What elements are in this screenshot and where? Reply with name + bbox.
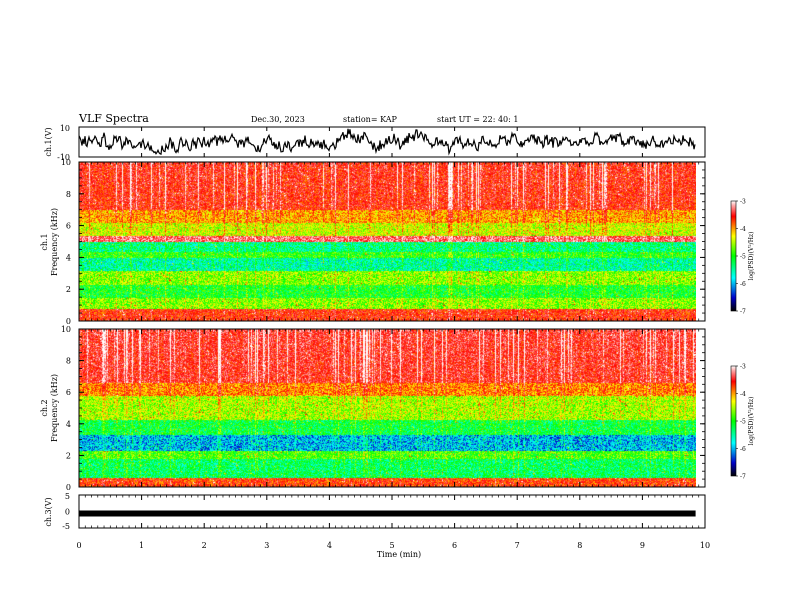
- ch2-colorbar: -3 -4 -5 -6 -7 log(PSD)(V²/Hz): [730, 364, 755, 481]
- ch3-waveform-ticks: 0: [65, 508, 70, 517]
- xtick-label: 10: [700, 541, 710, 550]
- xtick-label: 9: [640, 541, 645, 550]
- colorbar-label: log(PSD)(V²/Hz): [748, 397, 755, 446]
- colorbar-tick-label: -3: [740, 364, 746, 371]
- xtick-label: 3: [264, 541, 269, 550]
- ch3-waveform-ylabel: ch.3(V): [44, 497, 53, 526]
- ch1-spectrogram-panel: 0 2 4 6 8 10 ch.1 Frequency (kHz) -3 -4 -5 -6 -7 l…: [40, 158, 755, 326]
- start-time-label: start UT = 22: 40: 1: [437, 115, 518, 124]
- ytick-label: 0: [66, 483, 71, 492]
- ch3-ytick-0: 0: [65, 508, 70, 517]
- xtick-label: 5: [389, 541, 394, 550]
- ytick-label: 10: [61, 158, 71, 167]
- colorbar-tick-label: -6: [740, 446, 746, 453]
- ytick-label: 4: [66, 420, 71, 429]
- ch1-waveform: [79, 128, 696, 156]
- date-label: Dec.30, 2023: [251, 115, 305, 124]
- ch3-waveform-panel: 5 -5 ch.3(V) 0: [44, 492, 706, 531]
- time-axis-label: Time (min): [377, 550, 421, 559]
- colorbar-tick-label: -7: [740, 474, 746, 481]
- xtick-label: 1: [139, 541, 144, 550]
- ytick-label: 6: [66, 388, 71, 397]
- ch2-spectrogram-ylabel-frequency: Frequency (kHz): [50, 374, 59, 442]
- ytick-label: 2: [66, 451, 71, 460]
- figure-title: VLF Spectra: [78, 112, 149, 125]
- ch1-spectrogram-ylabel-frequency: Frequency (kHz): [50, 208, 59, 276]
- ch2-spectrogram-ylabel-channel: ch.2: [40, 399, 49, 416]
- xtick-label: 6: [452, 541, 457, 550]
- colorbar-tick-label: -5: [740, 254, 746, 261]
- xtick-label: 2: [202, 541, 207, 550]
- ch1-spectrogram-yticks: 0 2 4 6 8 10: [61, 158, 705, 326]
- xtick-label: 7: [515, 541, 520, 550]
- xtick-label: 8: [577, 541, 582, 550]
- ch2-spectrogram-panel: 0 2 4 6 8 10 ch.2 Frequency (kHz) -3 -4 -5 -6 -7 l…: [40, 325, 755, 492]
- ch2-spectrogram-yticks: 0 2 4 6 8 10: [61, 325, 705, 492]
- ch1-spectrogram-ylabel-channel: ch.1: [40, 233, 49, 250]
- colorbar-tick-label: -3: [740, 199, 746, 206]
- ytick-label: 2: [66, 285, 71, 294]
- ch1-ytick-top: 10: [60, 124, 70, 133]
- ch3-signal-line: [79, 510, 696, 517]
- time-axis: 0 1 2 3 4 5 6 7 8 9 10: [76, 162, 710, 550]
- spectrogram-image: [79, 162, 696, 321]
- colorbar-label: log(PSD)(V²/Hz): [748, 232, 755, 281]
- ch1-ytick-bottom: -10: [57, 153, 70, 162]
- ch1-waveform-ticks: [78, 127, 706, 157]
- colorbar-tick-label: -4: [740, 391, 746, 398]
- ch3-ytick-5: 5: [65, 492, 70, 501]
- colorbar-gradient: [730, 200, 737, 312]
- colorbar-tick-label: -5: [740, 419, 746, 426]
- ytick-label: 4: [66, 253, 71, 262]
- colorbar-tick-label: -7: [740, 309, 746, 316]
- colorbar-tick-label: -6: [740, 281, 746, 288]
- ch1-colorbar: -3 -4 -5 -6 -7 log(PSD)(V²/Hz): [730, 199, 755, 316]
- spectrogram-image: [79, 329, 696, 487]
- ch1-spectrogram: [79, 162, 696, 321]
- ch1-waveform-line: [79, 128, 696, 156]
- colorbar-gradient: [730, 365, 737, 477]
- ytick-label: 8: [66, 190, 71, 199]
- ytick-label: 10: [61, 325, 71, 334]
- ch1-waveform-ylabel: ch.1(V): [44, 127, 53, 156]
- ytick-label: 0: [66, 317, 71, 326]
- xtick-label: 0: [76, 541, 81, 550]
- station-label: station= KAP: [343, 115, 398, 124]
- ch2-spectrogram: [79, 329, 696, 487]
- ch3-ytick-neg5: -5: [62, 522, 70, 531]
- ytick-label: 8: [66, 357, 71, 366]
- ch1-waveform-panel: 10 -10 ch.1(V): [44, 124, 706, 162]
- xtick-label: 4: [327, 541, 332, 550]
- ytick-label: 6: [66, 222, 71, 231]
- colorbar-tick-label: -4: [740, 226, 746, 233]
